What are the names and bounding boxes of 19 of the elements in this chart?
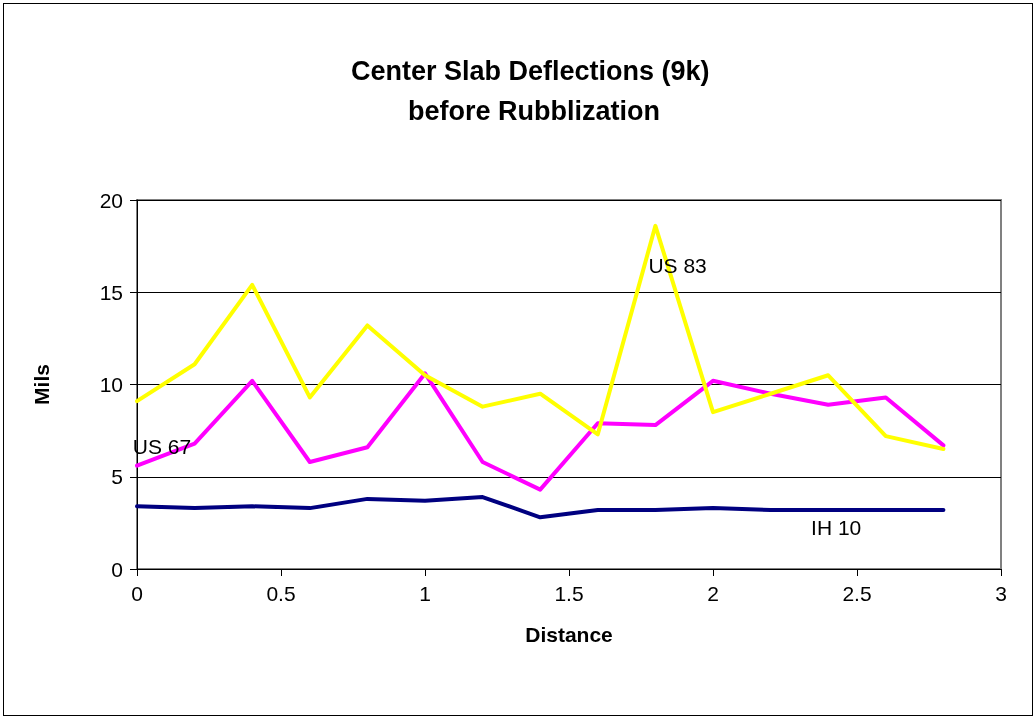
x-tick-label: 0.5 (266, 582, 296, 605)
y-tick-label: 20 (99, 188, 123, 212)
line-series (135, 223, 946, 452)
line-series (135, 371, 946, 492)
x-tick-label: 1.5 (554, 582, 584, 605)
series-label: IH 10 (811, 515, 862, 539)
x-tick-label: 2.5 (842, 582, 872, 605)
line-series (135, 495, 946, 520)
x-axis-title: Distance (525, 623, 613, 646)
y-tick-label: 5 (111, 465, 123, 489)
y-tick-label: 0 (111, 557, 123, 581)
y-tick-label: 10 (99, 373, 123, 396)
y-axis-title: Mils (30, 364, 53, 405)
y-tick-label: 15 (99, 280, 123, 304)
x-tick-label: 1 (419, 582, 431, 605)
chart-title: Center Slab Deflections (9k) before Rubblization (350, 56, 718, 126)
x-tick-label: 2 (707, 582, 719, 605)
x-tick-label: 3 (995, 582, 1007, 605)
x-tick-label: 0 (131, 582, 143, 605)
